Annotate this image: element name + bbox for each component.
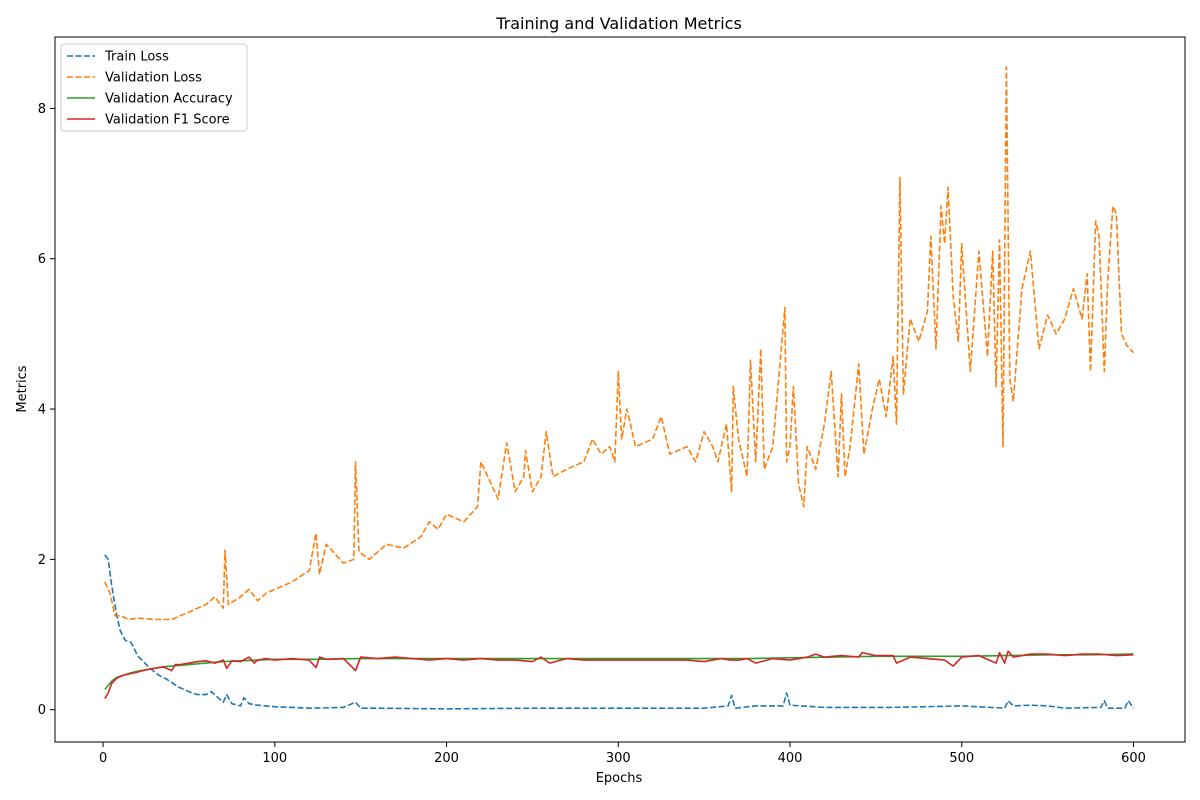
y-tick-label: 8 [38,102,46,117]
x-tick-label: 300 [606,751,631,766]
x-axis-label: Epochs [596,771,643,786]
x-tick-label: 0 [99,751,107,766]
series-line-validation-loss [104,66,1135,621]
y-tick-label: 2 [38,553,46,568]
y-axis: 0 2 4 6 8 [38,102,55,718]
legend-label: Validation Accuracy [105,92,233,107]
plot-frame [54,36,1186,743]
y-axis-label: Metrics [15,365,30,412]
y-tick-label: 4 [38,403,46,418]
x-tick-label: 500 [949,751,974,766]
y-tick-label: 0 [38,703,46,718]
x-tick-label: 100 [262,751,287,766]
legend: Train Loss Validation Loss Validation Accu… [60,43,248,132]
legend-label: Validation F1 Score [105,113,230,128]
chart-title: Training and Validation Metrics [495,14,742,33]
x-tick-label: 600 [1121,751,1146,766]
series-layer [104,66,1135,710]
series-line-validation-f1-score [104,650,1134,699]
legend-label: Train Loss [104,50,169,65]
plot-area [54,36,1186,743]
x-axis: 0 100 200 300 400 500 600 [99,742,1146,766]
x-tick-label: 400 [778,751,803,766]
legend-box [60,43,248,132]
x-tick-label: 200 [434,751,459,766]
legend-label: Validation Loss [105,71,202,86]
y-tick-label: 6 [38,252,46,267]
